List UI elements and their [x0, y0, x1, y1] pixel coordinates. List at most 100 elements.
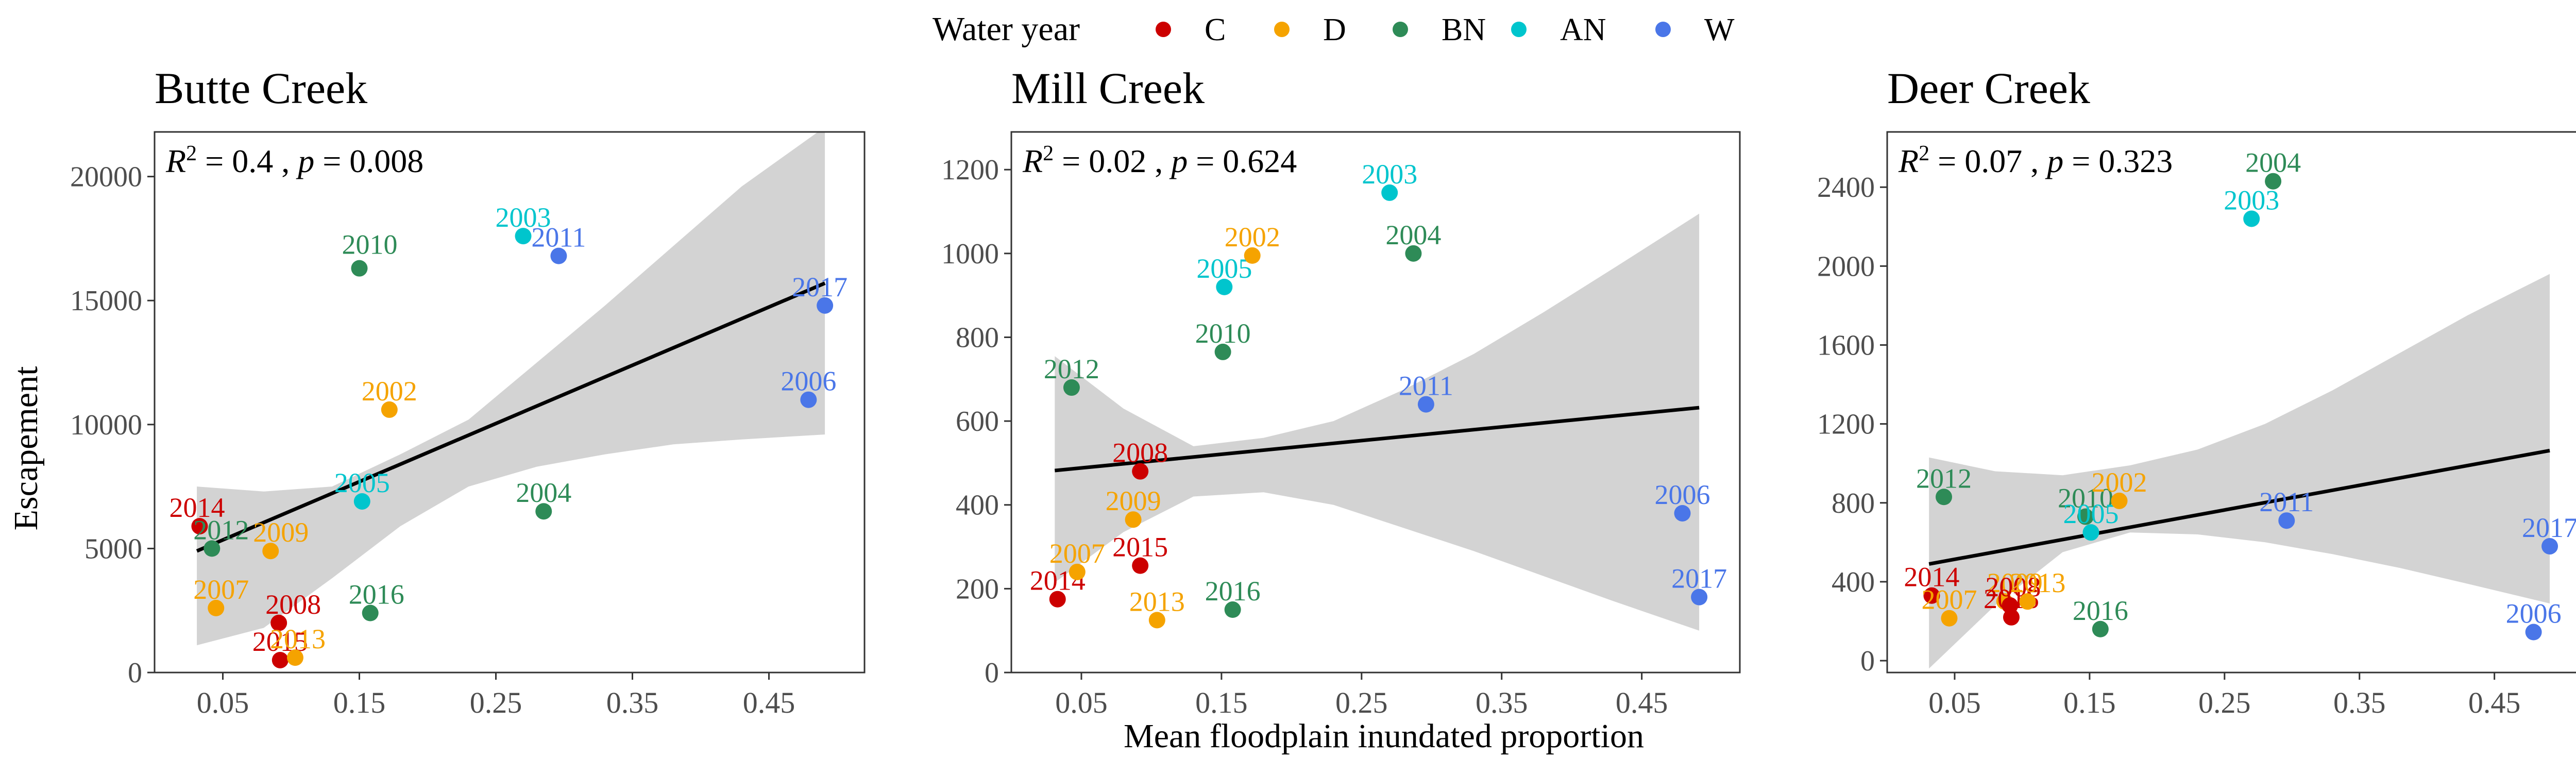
data-point-2017 [817, 297, 834, 314]
data-point-2002 [381, 401, 398, 418]
data-point-2010 [2077, 508, 2094, 525]
data-point-2013 [1148, 612, 1165, 629]
confidence-band [197, 132, 825, 646]
x-tick-label: 0.25 [470, 686, 522, 719]
point-label-2016: 2016 [2073, 595, 2128, 626]
x-tick-label: 0.05 [197, 686, 249, 719]
y-tick-label: 15000 [70, 285, 142, 317]
data-point-2005 [2082, 524, 2099, 541]
point-label-2010: 2010 [1195, 318, 1251, 349]
data-point-2015 [272, 651, 289, 668]
data-point-2016 [1224, 601, 1241, 618]
point-label-2005: 2005 [2063, 498, 2119, 529]
y-tick-label: 10000 [70, 409, 142, 441]
legend-title: Water year [933, 10, 1080, 48]
point-label-2011: 2011 [2259, 486, 2314, 517]
data-point-2008 [270, 614, 287, 631]
point-label-2014: 2014 [169, 492, 225, 523]
regression-line [196, 281, 826, 553]
point-label-2008: 2008 [265, 589, 321, 620]
data-point-2006 [800, 391, 817, 408]
legend-entry-d: D [1274, 12, 1346, 47]
y-tick-label: 2000 [1817, 250, 1875, 282]
x-tick-label: 0.25 [1335, 686, 1388, 719]
data-point-2007 [1069, 563, 1086, 580]
data-point-2012 [1063, 379, 1080, 396]
point-label-2007: 2007 [193, 574, 249, 605]
point-label-2004: 2004 [1385, 220, 1441, 250]
data-point-2016 [2092, 620, 2109, 637]
legend-marker [1274, 22, 1290, 37]
data-point-2017 [1691, 589, 1708, 606]
data-point-2002 [2111, 492, 2128, 509]
x-tick-label: 0.35 [1476, 686, 1528, 719]
point-label-2016: 2016 [349, 579, 404, 610]
y-axis-label: Escapement [7, 366, 45, 531]
panel-title: Deer Creek [1887, 63, 2090, 113]
legend-entry-bn: BN [1393, 12, 1486, 47]
panel-mill-creek: Mill Creek 0.05 0.15 0.25 0.35 0.45 0 200 400 60… [941, 63, 1741, 719]
stats-annotation: R2 = 0.4 , p = 0.008 [165, 142, 423, 179]
legend-label: W [1704, 12, 1735, 47]
data-point-2004 [2265, 173, 2282, 190]
y-tick-label: 1600 [1817, 329, 1875, 361]
legend-label: BN [1442, 12, 1486, 47]
x-tick-label: 0.25 [2198, 686, 2251, 719]
point-label-2003: 2003 [496, 202, 551, 233]
point-label-2012: 2012 [193, 514, 249, 545]
data-point-2015 [1132, 557, 1149, 574]
data-point-2011 [550, 247, 567, 264]
y-tick-label: 1000 [941, 238, 999, 270]
point-label-2006: 2006 [781, 366, 836, 397]
data-point-2006 [1674, 505, 1691, 522]
legend-marker [1156, 22, 1171, 37]
y-tick-label: 800 [956, 322, 999, 354]
legend: Water year C D BN AN W [933, 10, 1735, 48]
stats-annotation: R2 = 0.07 , p = 0.323 [1898, 142, 2173, 179]
y-tick-label: 0 [985, 657, 999, 689]
point-label-2012: 2012 [1044, 354, 1099, 384]
legend-label: AN [1560, 12, 1606, 47]
regression-line [1054, 406, 1700, 473]
data-point-2013 [2019, 593, 2036, 610]
panel-border [1886, 131, 2576, 674]
y-tick-label: 800 [1832, 488, 1875, 519]
point-label-2009: 2009 [1987, 567, 2043, 598]
data-point-2009 [262, 543, 279, 560]
point-label-2004: 2004 [2245, 147, 2301, 178]
legend-entries: C D BN AN W [1156, 12, 1735, 47]
point-label-2007: 2007 [1049, 538, 1105, 569]
data-point-2011 [1417, 396, 1434, 413]
y-tick-label: 5000 [84, 533, 142, 565]
point-label-2002: 2002 [362, 376, 417, 407]
legend-entry-w: W [1655, 12, 1735, 47]
y-tick-label: 400 [956, 490, 999, 522]
point-label-2013: 2013 [1129, 586, 1185, 617]
point-label-2012: 2012 [1916, 463, 1972, 494]
point-label-2002: 2002 [1225, 222, 1280, 253]
point-label-2004: 2004 [516, 477, 571, 508]
data-point-2012 [204, 540, 221, 557]
point-label-2002: 2002 [2092, 467, 2147, 498]
point-label-2014: 2014 [1904, 562, 1959, 593]
y-tick-label: 200 [956, 573, 999, 605]
point-label-2017: 2017 [1671, 563, 1727, 594]
point-label-2013: 2013 [270, 624, 326, 654]
y-tick-label: 0 [128, 657, 142, 689]
point-label-2013: 2013 [2010, 567, 2065, 598]
data-point-2014 [1923, 587, 1940, 604]
point-label-2006: 2006 [1655, 479, 1710, 510]
y-tick-label: 600 [956, 406, 999, 438]
point-label-2015: 2015 [1112, 532, 1168, 563]
data-point-2008 [1132, 463, 1149, 480]
regression-line [1928, 448, 2550, 566]
point-label-2010: 2010 [2058, 483, 2113, 514]
x-tick-label: 0.05 [1055, 686, 1108, 719]
data-point-2011 [2278, 512, 2295, 529]
legend-marker [1655, 22, 1671, 37]
data-point-2004 [1405, 245, 1422, 262]
x-tick-label: 0.45 [2468, 686, 2521, 719]
point-label-2003: 2003 [2224, 184, 2279, 215]
data-point-2006 [2525, 624, 2542, 641]
